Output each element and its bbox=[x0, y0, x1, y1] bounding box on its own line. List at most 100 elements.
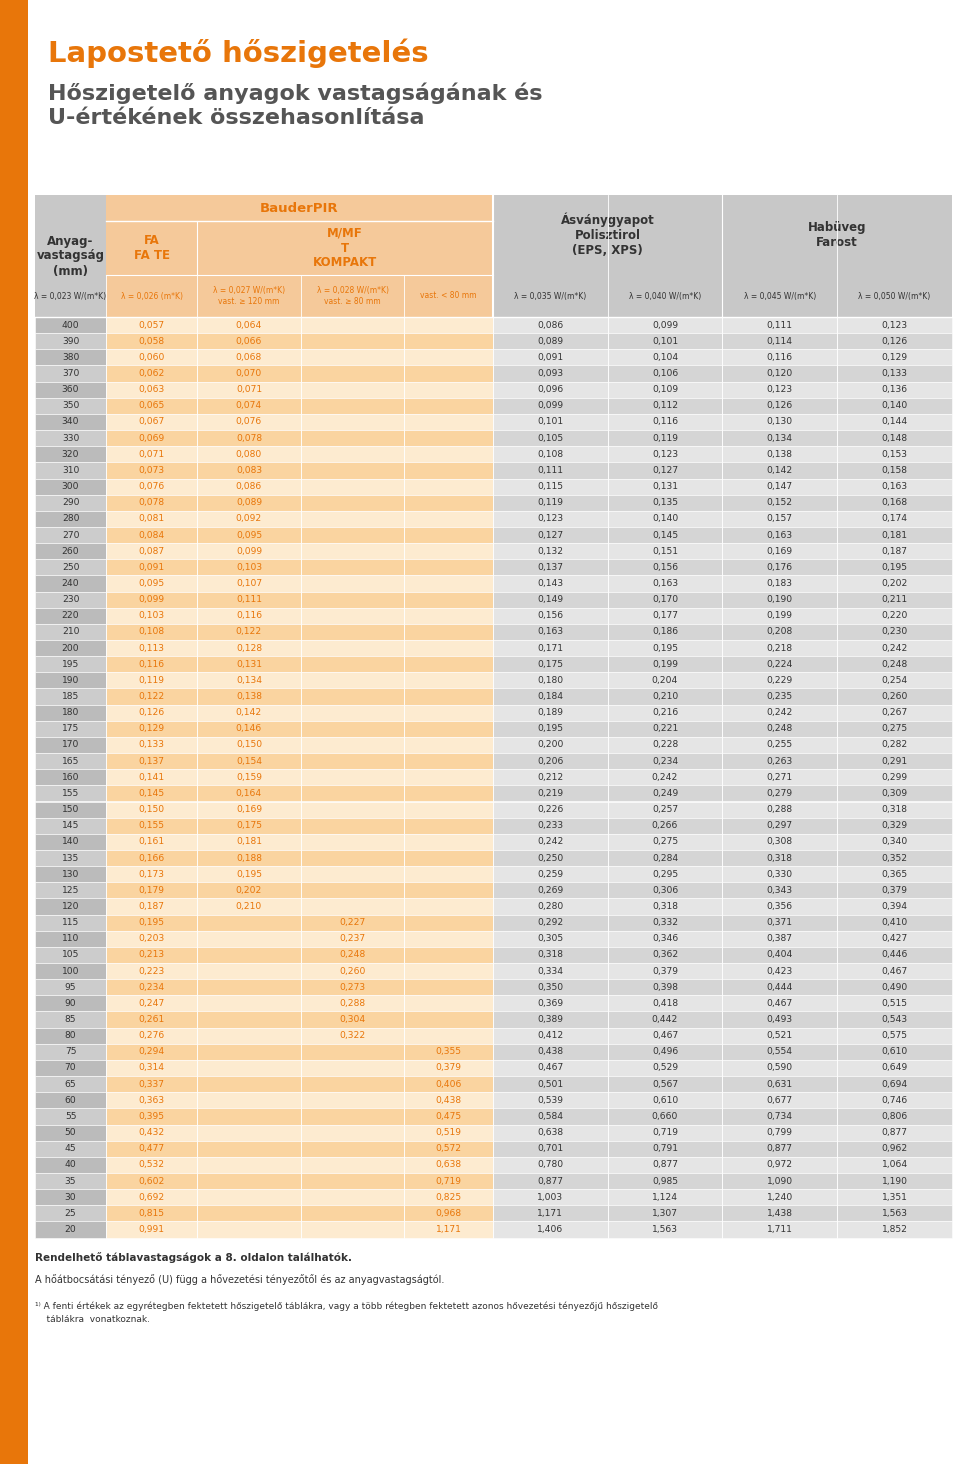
Text: 0,171: 0,171 bbox=[538, 644, 564, 653]
Bar bbox=[492, 624, 608, 640]
Text: 0,123: 0,123 bbox=[881, 321, 907, 329]
Bar bbox=[35, 624, 107, 640]
Bar bbox=[107, 275, 197, 318]
Bar bbox=[723, 1028, 837, 1044]
Text: 0,404: 0,404 bbox=[767, 950, 793, 959]
Bar bbox=[107, 1028, 197, 1044]
Bar bbox=[723, 1157, 837, 1173]
Text: 0,095: 0,095 bbox=[138, 578, 165, 589]
Text: 250: 250 bbox=[61, 562, 80, 572]
Bar bbox=[837, 479, 952, 495]
Bar bbox=[608, 996, 723, 1012]
Bar bbox=[300, 1140, 404, 1157]
Bar bbox=[837, 350, 952, 366]
Bar bbox=[404, 495, 492, 511]
Bar bbox=[723, 495, 837, 511]
Text: 0,063: 0,063 bbox=[138, 385, 165, 394]
Bar bbox=[492, 640, 608, 656]
Bar bbox=[300, 834, 404, 851]
Text: 0,078: 0,078 bbox=[138, 498, 165, 507]
Text: 0,086: 0,086 bbox=[538, 321, 564, 329]
Bar bbox=[300, 979, 404, 996]
Text: 0,223: 0,223 bbox=[138, 966, 165, 975]
Text: 0,343: 0,343 bbox=[767, 886, 793, 895]
Bar bbox=[837, 996, 952, 1012]
Bar bbox=[107, 1157, 197, 1173]
Text: 0,318: 0,318 bbox=[881, 805, 907, 814]
Bar bbox=[404, 463, 492, 479]
Text: 0,273: 0,273 bbox=[340, 982, 366, 991]
Text: 0,275: 0,275 bbox=[652, 837, 678, 846]
Bar bbox=[608, 1092, 723, 1108]
Bar bbox=[197, 1140, 300, 1157]
Text: 0,163: 0,163 bbox=[652, 578, 678, 589]
Text: λ = 0,045 W/(m*K): λ = 0,045 W/(m*K) bbox=[744, 291, 816, 300]
Bar bbox=[197, 704, 300, 720]
Text: 370: 370 bbox=[61, 369, 80, 378]
Text: 165: 165 bbox=[61, 757, 80, 766]
Text: 60: 60 bbox=[64, 1095, 77, 1105]
Bar bbox=[492, 430, 608, 447]
Bar bbox=[492, 1124, 608, 1140]
Text: ¹⁾ A fenti értékek az egyrétegben fektetett hőszigetelő táblákra, vagy a több ré: ¹⁾ A fenti értékek az egyrétegben fektet… bbox=[35, 1301, 658, 1312]
Text: 0,295: 0,295 bbox=[652, 870, 678, 878]
Bar bbox=[197, 366, 300, 382]
Text: 0,362: 0,362 bbox=[652, 950, 678, 959]
Text: 0,134: 0,134 bbox=[767, 433, 793, 442]
Bar bbox=[107, 398, 197, 414]
Text: 0,521: 0,521 bbox=[767, 1031, 793, 1041]
Bar bbox=[723, 1205, 837, 1221]
Text: 135: 135 bbox=[62, 854, 79, 862]
Text: 0,073: 0,073 bbox=[138, 466, 165, 474]
Bar bbox=[197, 479, 300, 495]
Bar bbox=[35, 350, 107, 366]
Bar bbox=[492, 1060, 608, 1076]
Bar bbox=[35, 1012, 107, 1028]
Text: 0,412: 0,412 bbox=[538, 1031, 564, 1041]
Text: 0,379: 0,379 bbox=[881, 886, 907, 895]
Text: 0,114: 0,114 bbox=[767, 337, 793, 346]
Text: 0,099: 0,099 bbox=[652, 321, 678, 329]
Bar bbox=[837, 947, 952, 963]
Text: 0,106: 0,106 bbox=[652, 369, 678, 378]
Text: 0,234: 0,234 bbox=[652, 757, 678, 766]
Bar bbox=[107, 801, 197, 818]
Text: 1,090: 1,090 bbox=[767, 1177, 793, 1186]
Bar bbox=[107, 688, 197, 704]
Text: 0,068: 0,068 bbox=[236, 353, 262, 362]
Text: 0,371: 0,371 bbox=[767, 918, 793, 927]
Bar bbox=[608, 1205, 723, 1221]
Bar bbox=[197, 543, 300, 559]
Bar bbox=[300, 447, 404, 463]
Bar bbox=[492, 801, 608, 818]
Bar bbox=[107, 1060, 197, 1076]
Text: 0,515: 0,515 bbox=[881, 998, 907, 1007]
Text: 0,113: 0,113 bbox=[138, 644, 165, 653]
Text: 80: 80 bbox=[64, 1031, 77, 1041]
Text: 0,154: 0,154 bbox=[236, 757, 262, 766]
Bar bbox=[723, 447, 837, 463]
Text: 0,267: 0,267 bbox=[881, 709, 908, 717]
Bar bbox=[300, 1012, 404, 1028]
Bar bbox=[197, 398, 300, 414]
Bar bbox=[492, 672, 608, 688]
Bar bbox=[837, 915, 952, 931]
Bar bbox=[300, 996, 404, 1012]
Bar bbox=[300, 366, 404, 382]
Bar bbox=[300, 575, 404, 591]
Text: 0,057: 0,057 bbox=[138, 321, 165, 329]
Text: 0,248: 0,248 bbox=[767, 725, 793, 733]
Text: 0,475: 0,475 bbox=[436, 1113, 462, 1121]
Text: 0,694: 0,694 bbox=[881, 1079, 908, 1089]
Text: 0,159: 0,159 bbox=[236, 773, 262, 782]
Bar bbox=[197, 818, 300, 834]
Text: 0,490: 0,490 bbox=[881, 982, 908, 991]
Text: 0,081: 0,081 bbox=[138, 514, 165, 523]
Text: 0,218: 0,218 bbox=[767, 644, 793, 653]
Bar bbox=[404, 1124, 492, 1140]
Bar bbox=[197, 1124, 300, 1140]
Text: 1,190: 1,190 bbox=[881, 1177, 907, 1186]
Text: A hőátbocsátási tényező (U) függ a hővezetési tényezőtől és az anyagvastagságtól: A hőátbocsátási tényező (U) függ a hővez… bbox=[35, 1274, 444, 1284]
Bar bbox=[492, 899, 608, 915]
Text: 0,356: 0,356 bbox=[767, 902, 793, 911]
